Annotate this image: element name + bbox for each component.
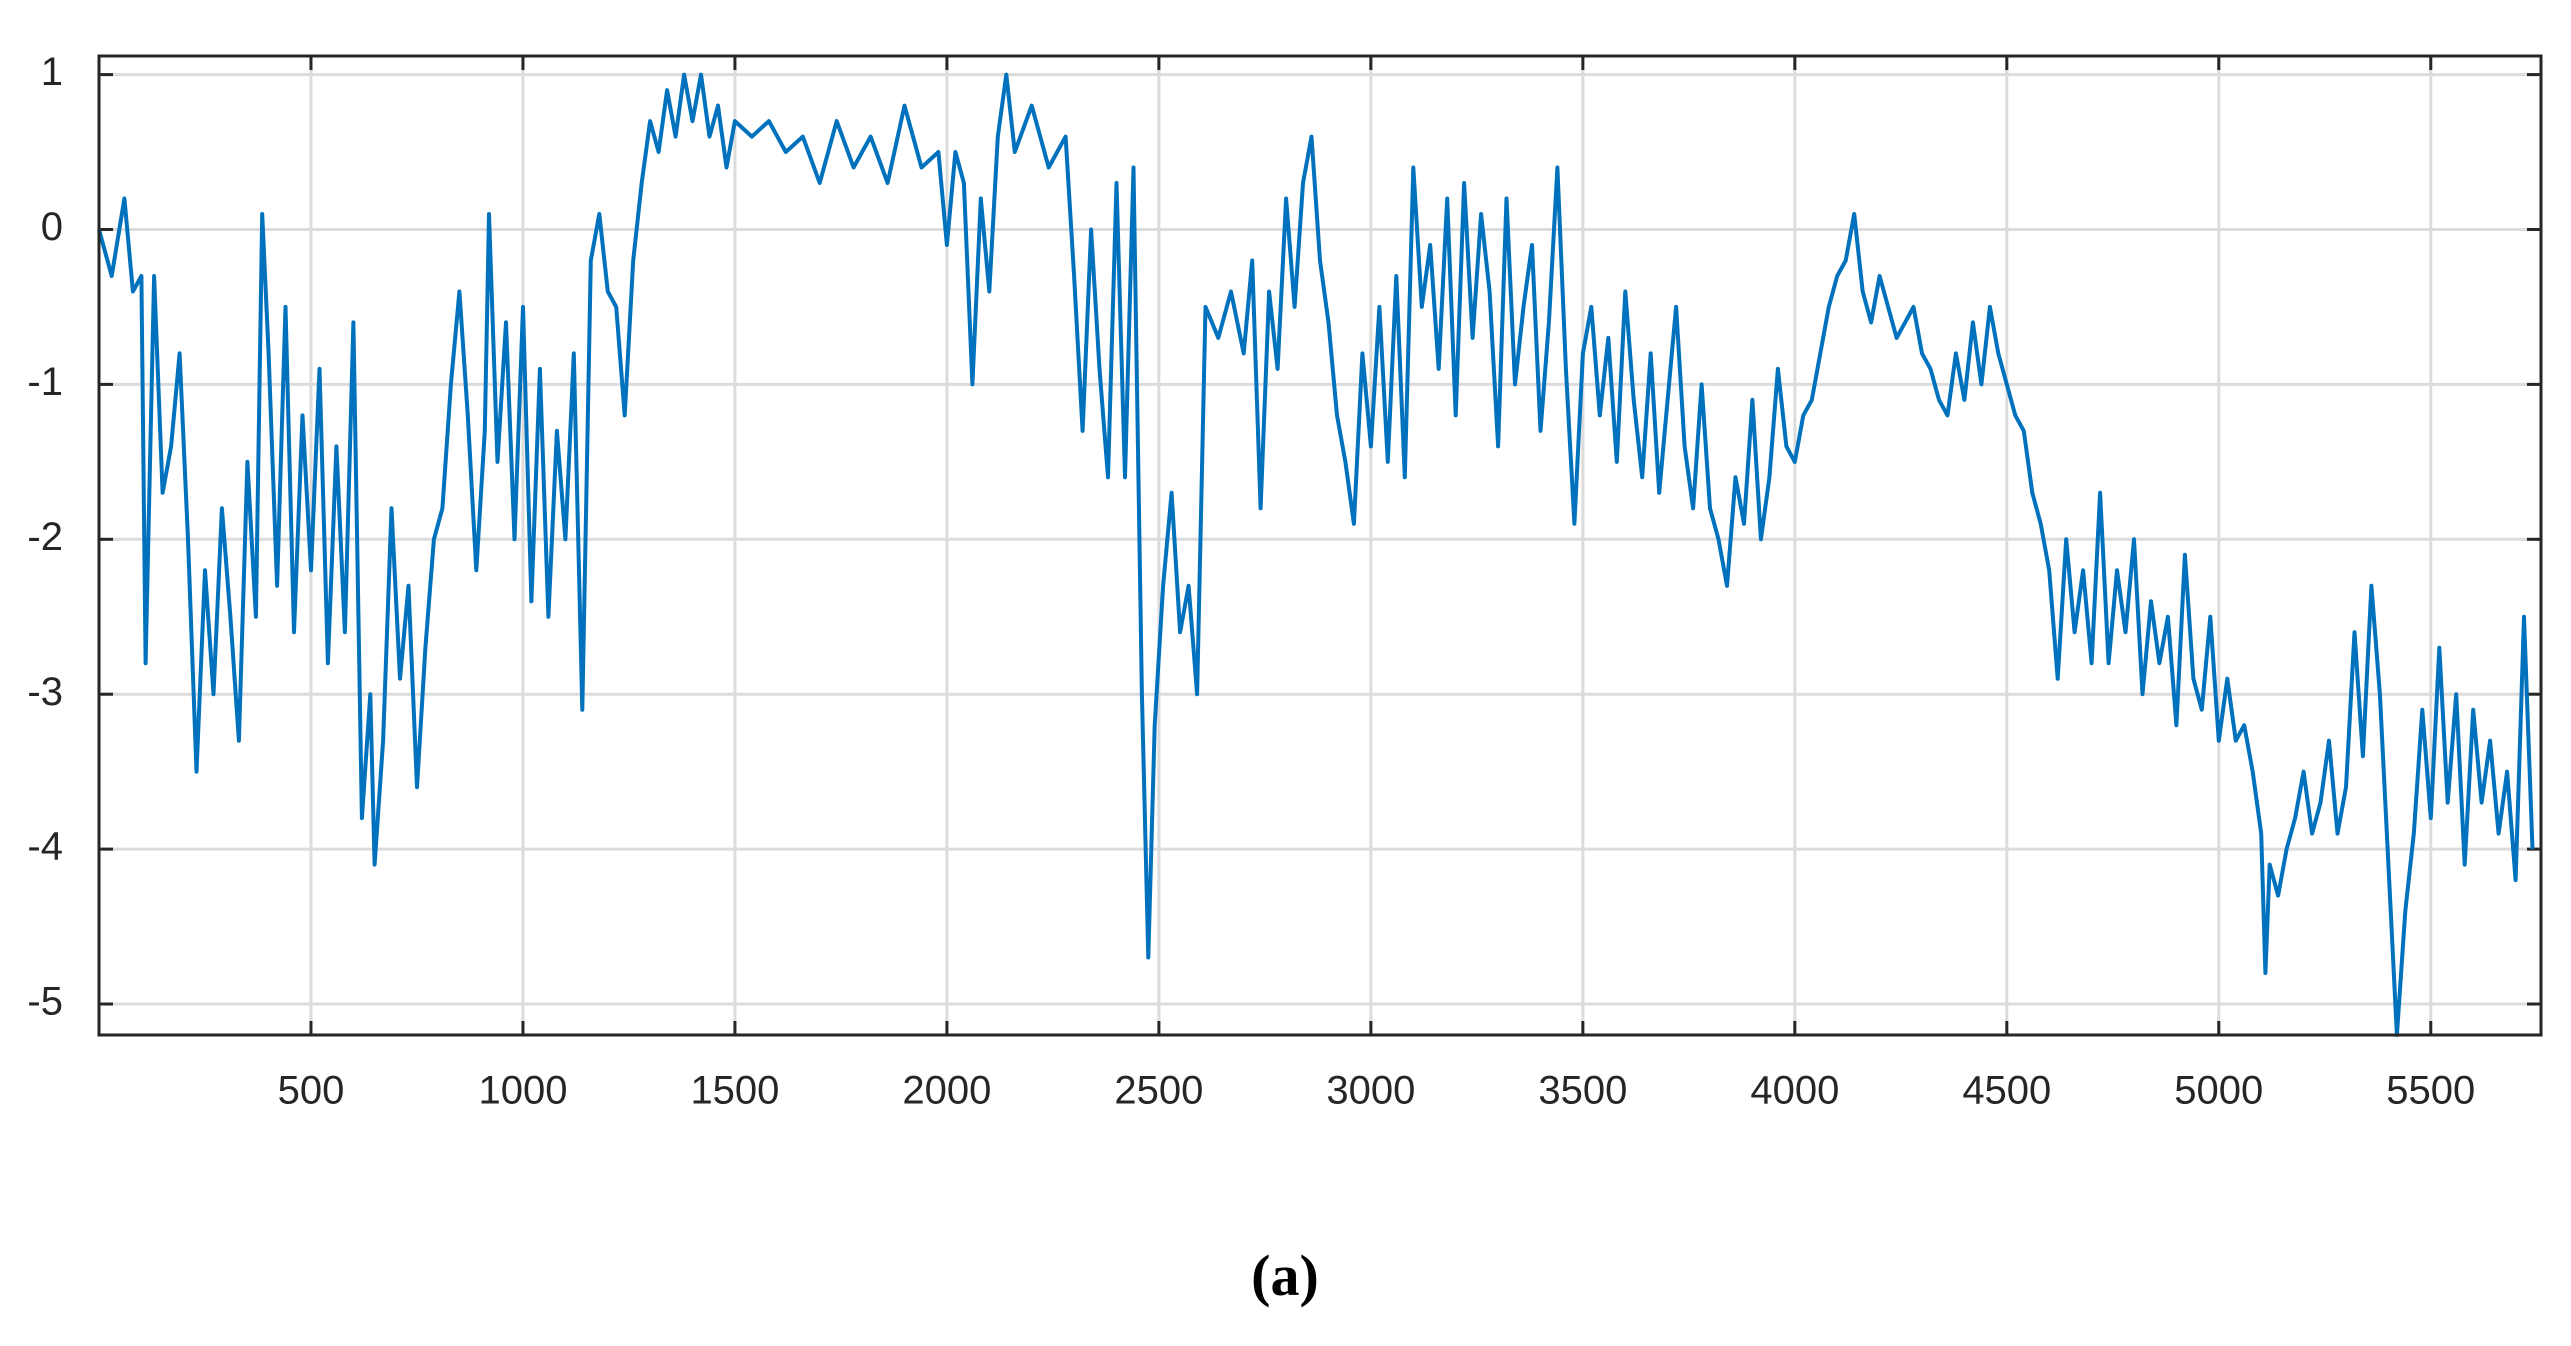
x-tick-label: 2000 — [902, 1069, 991, 1113]
x-tick-label: 1000 — [478, 1069, 567, 1113]
y-tick-label: -2 — [27, 515, 63, 559]
x-tick-label: 4500 — [1962, 1069, 2051, 1113]
y-tick-label: -5 — [27, 980, 63, 1024]
y-tick-label: -1 — [27, 360, 63, 404]
x-tick-label: 5500 — [2386, 1069, 2475, 1113]
caption: (a) — [1251, 1243, 1319, 1308]
x-tick-label: 3000 — [1326, 1069, 1415, 1113]
y-tick-label: 1 — [41, 50, 63, 94]
x-tick-label: 1500 — [690, 1069, 779, 1113]
data-line — [97, 72, 2535, 1037]
x-tick-label: 3500 — [1538, 1069, 1627, 1113]
x-tick-label: 500 — [278, 1069, 345, 1113]
x-tick-label: 5000 — [2174, 1069, 2263, 1113]
y-tick-label: 0 — [41, 205, 63, 249]
y-tick-label: -3 — [27, 670, 63, 714]
x-tick-label: 2500 — [1114, 1069, 1203, 1113]
x-tick-label: 4000 — [1750, 1069, 1839, 1113]
y-tick-label: -4 — [27, 825, 63, 869]
plot-frame — [97, 54, 2543, 1037]
